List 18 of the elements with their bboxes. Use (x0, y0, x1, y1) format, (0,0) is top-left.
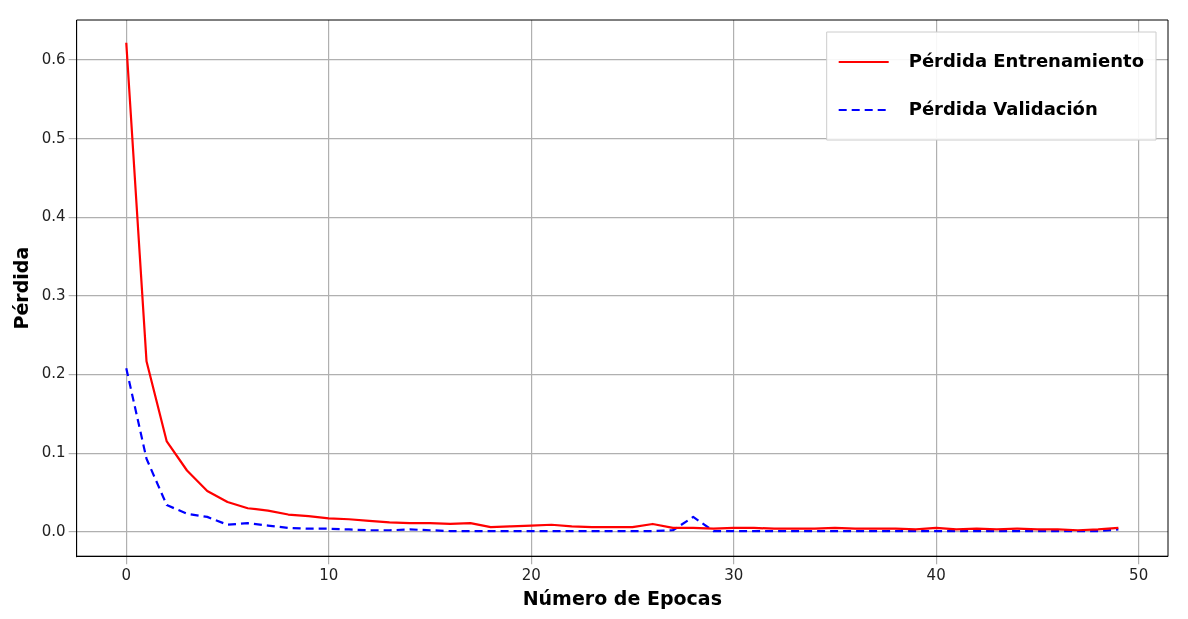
x-tick-label: 50 (1129, 566, 1149, 585)
legend-label: Pérdida Validación (908, 97, 1098, 119)
x-tick-label: 40 (926, 566, 946, 585)
y-axis-title: Pérdida (10, 246, 33, 330)
x-tick-label: 0 (121, 566, 132, 585)
y-tick-label: 0.6 (41, 49, 66, 68)
y-tick-label: 0.0 (41, 521, 66, 540)
x-tick-label: 30 (724, 566, 744, 585)
legend-label: Pérdida Entrenamiento (908, 49, 1144, 71)
y-tick-label: 0.2 (41, 364, 66, 383)
x-tick-label: 10 (319, 566, 339, 585)
line-series (125, 367, 1120, 533)
x-axis-title: Número de Epocas (522, 586, 722, 609)
x-tick-label: 20 (521, 566, 541, 585)
y-tick-label: 0.5 (41, 128, 66, 147)
y-tick-label: 0.4 (41, 207, 66, 226)
y-tick-label: 0.3 (41, 285, 66, 304)
y-tick-label: 0.1 (41, 443, 66, 462)
